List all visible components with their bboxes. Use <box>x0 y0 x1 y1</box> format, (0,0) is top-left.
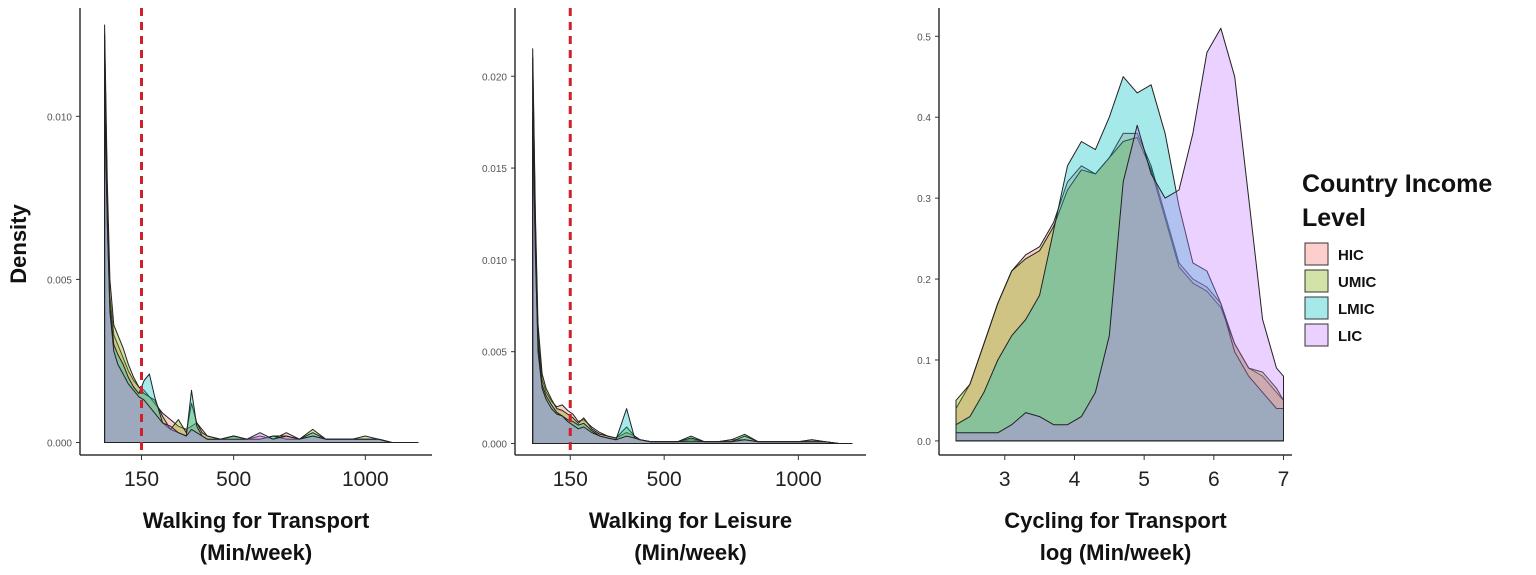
x-tick-label: 500 <box>647 468 682 491</box>
legend-title-line-1: Country Income <box>1302 170 1492 198</box>
x-axis-title-line-2: (Min/week) <box>200 540 312 565</box>
y-axis-title: Density <box>6 204 31 284</box>
x-tick-label: 1000 <box>775 468 822 491</box>
x-axis-title-line-1: Walking for Leisure <box>589 508 792 533</box>
x-tick-label: 150 <box>553 468 588 491</box>
y-tick-label: 0.005 <box>482 348 507 359</box>
legend-item-umic: UMIC <box>1304 269 1376 293</box>
legend-item-lic: LIC <box>1304 323 1362 347</box>
density-area-lmic <box>104 83 419 443</box>
density-area-lmic <box>532 121 853 444</box>
density-area-umic <box>104 24 419 443</box>
y-tick-label: 0.005 <box>47 275 72 286</box>
panel-2: 0.000 0.005 0.010 0.015 0.020 150 500 1000 Walki… <box>482 8 866 565</box>
legend-title-line-2: Level <box>1302 204 1366 232</box>
panel-3: 0.0 0.1 0.2 0.3 0.4 0.5 3 4 5 6 7 Cycling for Trans… <box>917 8 1292 565</box>
legend-label: LMIC <box>1338 301 1375 318</box>
panel-1: 0.000 0.005 0.010 150 500 1000 Walking for Tra… <box>47 8 432 565</box>
density-areas <box>532 48 853 444</box>
legend-label: LIC <box>1338 328 1362 345</box>
y-tick-label: 0.0 <box>917 437 931 448</box>
density-area-lic <box>532 112 853 444</box>
y-tick-label: 0.000 <box>47 438 72 449</box>
x-axis-title-line-2: (Min/week) <box>634 540 746 565</box>
legend-item-hic: HIC <box>1304 242 1364 266</box>
density-area-umic <box>955 136 1284 442</box>
density-area-lic <box>955 27 1284 442</box>
x-tick-label: 500 <box>216 468 251 491</box>
x-tick-label: 4 <box>1069 468 1081 491</box>
y-tick-label: 0.3 <box>917 194 931 205</box>
y-tick-label: 0.4 <box>917 113 931 124</box>
legend-swatch <box>1304 269 1329 293</box>
y-tick-label: 0.2 <box>917 275 931 286</box>
legend-label: HIC <box>1338 247 1364 264</box>
density-area-lic <box>104 99 419 443</box>
legend-swatch <box>1304 296 1329 320</box>
x-tick-label: 5 <box>1138 468 1150 491</box>
x-axis-title-line-2: log (Min/week) <box>1040 540 1192 565</box>
x-tick-label: 1000 <box>342 468 389 491</box>
legend-keys: HIC UMIC LMIC LIC <box>1304 242 1376 347</box>
y-tick-label: 0.5 <box>917 32 931 43</box>
x-tick-label: 150 <box>124 468 159 491</box>
x-tick-label: 7 <box>1278 468 1290 491</box>
x-tick-label: 6 <box>1208 468 1220 491</box>
legend-swatch <box>1304 323 1329 347</box>
y-tick-label: 0.015 <box>482 164 507 175</box>
y-tick-label: 0.010 <box>482 256 507 267</box>
legend-label: UMIC <box>1338 274 1376 291</box>
density-area-umic <box>532 48 853 444</box>
density-areas <box>104 24 419 443</box>
legend-item-lmic: LMIC <box>1304 296 1375 320</box>
density-area-lmic <box>955 76 1284 442</box>
y-tick-label: 0.1 <box>917 356 931 367</box>
x-axis-title-line-1: Walking for Transport <box>143 508 370 533</box>
x-axis-title-line-1: Cycling for Transport <box>1004 508 1227 533</box>
y-tick-label: 0.010 <box>47 112 72 123</box>
density-panels: 0.000 0.005 0.010 150 500 1000 Walking for Tra… <box>47 8 1292 565</box>
density-area-hic <box>532 57 853 444</box>
y-tick-label: 0.020 <box>482 72 507 83</box>
x-tick-label: 3 <box>999 468 1011 491</box>
legend: Country Income Level HIC UMIC LMIC LIC <box>1302 170 1492 347</box>
density-areas <box>955 27 1284 442</box>
legend-swatch <box>1304 242 1329 266</box>
y-tick-label: 0.000 <box>482 439 507 450</box>
